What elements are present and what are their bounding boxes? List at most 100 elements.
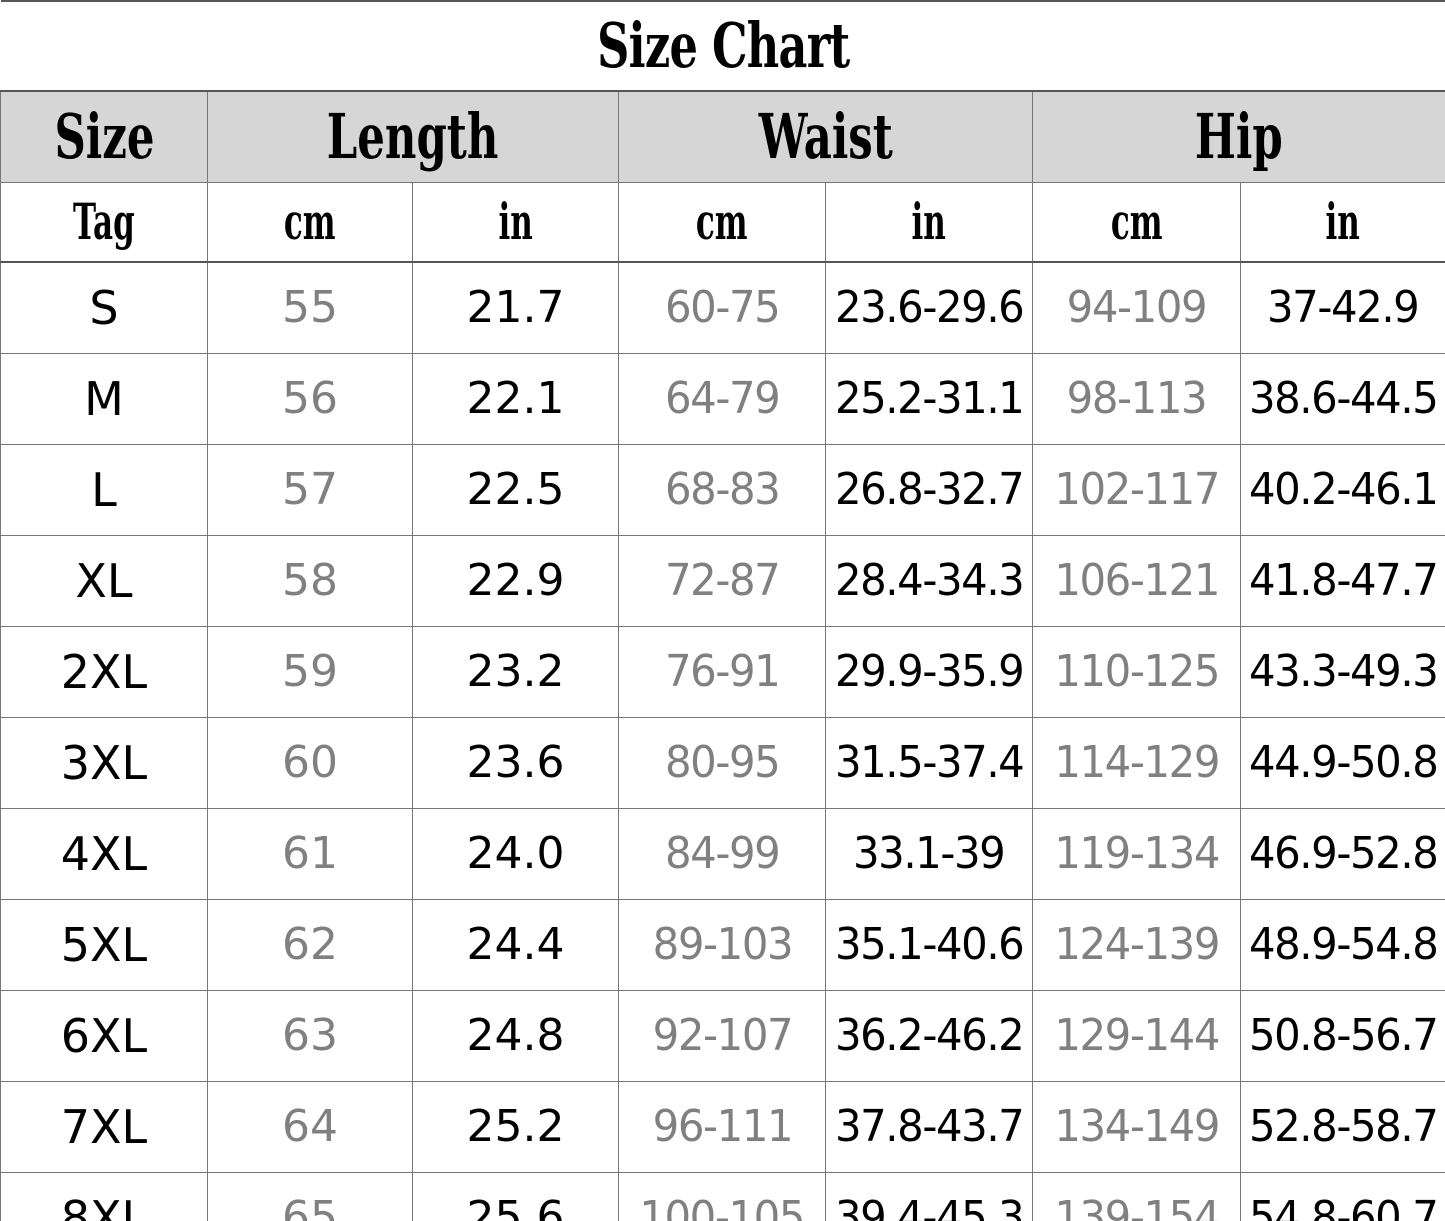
cell-hip-in: 46.9-52.8 bbox=[1239, 808, 1445, 900]
cell-length-cm: 57 bbox=[207, 444, 413, 536]
cell-value: 37.8-43.7 bbox=[834, 1101, 1025, 1152]
cell-waist-in: 36.2-46.2 bbox=[825, 990, 1033, 1082]
cell-value: 5XL bbox=[60, 918, 148, 972]
cell-waist-cm: 68-83 bbox=[618, 444, 826, 536]
table-row: 4XL 61 24.0 84-99 33.1-39 119-134 46.9-52.8 bbox=[0, 808, 1445, 900]
cell-hip-cm: 114-129 bbox=[1032, 717, 1241, 809]
table-row: S 55 21.7 60-75 23.6-29.6 94-109 37-42.9 bbox=[0, 261, 1445, 354]
cell-hip-cm: 134-149 bbox=[1032, 1081, 1241, 1173]
cell-hip-in: 37-42.9 bbox=[1239, 261, 1445, 354]
cell-value: 72-87 bbox=[664, 555, 781, 606]
title-cell: Size Chart bbox=[0, 1, 1445, 92]
sub-label-hip-in: in bbox=[1325, 192, 1361, 251]
cell-value: 89-103 bbox=[652, 919, 793, 970]
cell-value: 41.8-47.7 bbox=[1248, 555, 1439, 606]
cell-value: 4XL bbox=[60, 827, 148, 881]
cell-value: 94-109 bbox=[1066, 282, 1208, 333]
group-header-length: Length bbox=[207, 90, 619, 183]
cell-value: 2XL bbox=[60, 645, 148, 699]
cell-value: 24.4 bbox=[466, 919, 565, 970]
page-title: Size Chart bbox=[596, 9, 850, 82]
cell-waist-in: 29.9-35.9 bbox=[825, 626, 1033, 718]
sub-label-length-cm: cm bbox=[284, 192, 336, 251]
cell-waist-in: 25.2-31.1 bbox=[825, 353, 1033, 445]
sub-header-waist-in: in bbox=[825, 182, 1033, 263]
cell-hip-cm: 98-113 bbox=[1032, 353, 1241, 445]
cell-waist-in: 31.5-37.4 bbox=[825, 717, 1033, 809]
table-row: 5XL 62 24.4 89-103 35.1-40.6 124-139 48.9-54.8 bbox=[0, 899, 1445, 991]
cell-value: 26.8-32.7 bbox=[834, 464, 1025, 515]
cell-length-cm: 59 bbox=[207, 626, 413, 718]
cell-size-tag: 8XL bbox=[0, 1172, 208, 1221]
cell-value: 23.6-29.6 bbox=[834, 282, 1025, 333]
cell-length-in: 23.6 bbox=[412, 717, 619, 809]
group-label-hip: Hip bbox=[1195, 100, 1283, 173]
cell-waist-cm: 92-107 bbox=[618, 990, 826, 1082]
cell-value: 52.8-58.7 bbox=[1248, 1101, 1439, 1152]
cell-size-tag: 2XL bbox=[0, 626, 208, 718]
cell-value: 22.1 bbox=[466, 373, 565, 424]
cell-length-in: 23.2 bbox=[412, 626, 619, 718]
sub-header-length-in: in bbox=[412, 182, 619, 263]
cell-hip-cm: 119-134 bbox=[1032, 808, 1241, 900]
cell-waist-in: 35.1-40.6 bbox=[825, 899, 1033, 991]
cell-value: 119-134 bbox=[1054, 828, 1220, 879]
table-row: 8XL 65 25.6 100-105 39.4-45.3 139-154 54.8-60.… bbox=[0, 1172, 1445, 1221]
cell-value: 23.2 bbox=[466, 646, 565, 697]
cell-length-in: 25.2 bbox=[412, 1081, 619, 1173]
cell-value: 114-129 bbox=[1054, 737, 1220, 788]
cell-hip-cm: 102-117 bbox=[1032, 444, 1241, 536]
cell-length-in: 25.6 bbox=[412, 1172, 619, 1221]
cell-waist-cm: 64-79 bbox=[618, 353, 826, 445]
cell-hip-cm: 139-154 bbox=[1032, 1172, 1241, 1221]
cell-hip-in: 40.2-46.1 bbox=[1239, 444, 1445, 536]
cell-length-in: 24.0 bbox=[412, 808, 619, 900]
cell-value: 44.9-50.8 bbox=[1248, 737, 1439, 788]
size-chart-body: S 55 21.7 60-75 23.6-29.6 94-109 37-42.9 M 56 22.… bbox=[0, 261, 1445, 1221]
cell-size-tag: XL bbox=[0, 535, 208, 627]
cell-waist-in: 28.4-34.3 bbox=[825, 535, 1033, 627]
sub-label-waist-cm: cm bbox=[696, 192, 748, 251]
cell-waist-cm: 60-75 bbox=[618, 261, 826, 354]
cell-value: 35.1-40.6 bbox=[834, 919, 1025, 970]
cell-value: 139-154 bbox=[1054, 1192, 1220, 1221]
cell-size-tag: M bbox=[0, 353, 208, 445]
sub-header-length-cm: cm bbox=[207, 182, 413, 263]
cell-hip-cm: 94-109 bbox=[1032, 261, 1241, 354]
sub-header-waist-cm: cm bbox=[618, 182, 826, 263]
cell-hip-in: 43.3-49.3 bbox=[1239, 626, 1445, 718]
cell-length-in: 22.5 bbox=[412, 444, 619, 536]
cell-hip-in: 52.8-58.7 bbox=[1239, 1081, 1445, 1173]
cell-value: 46.9-52.8 bbox=[1248, 828, 1439, 879]
cell-value: 24.0 bbox=[466, 828, 565, 879]
cell-size-tag: 3XL bbox=[0, 717, 208, 809]
cell-value: 59 bbox=[282, 646, 338, 697]
cell-length-in: 24.4 bbox=[412, 899, 619, 991]
cell-waist-cm: 76-91 bbox=[618, 626, 826, 718]
group-label-size: Size bbox=[53, 100, 155, 173]
cell-value: 96-111 bbox=[652, 1101, 793, 1152]
cell-value: 110-125 bbox=[1054, 646, 1220, 697]
group-header-row: Size Length Waist Hip bbox=[0, 90, 1445, 183]
table-row: 6XL 63 24.8 92-107 36.2-46.2 129-144 50.8-56.7 bbox=[0, 990, 1445, 1082]
cell-value: 33.1-39 bbox=[853, 828, 1006, 879]
cell-value: 25.2 bbox=[466, 1101, 565, 1152]
sub-label-hip-cm: cm bbox=[1110, 192, 1163, 251]
cell-value: 98-113 bbox=[1066, 373, 1208, 424]
cell-value: 129-144 bbox=[1054, 1010, 1220, 1061]
cell-value: 21.7 bbox=[466, 282, 565, 333]
cell-value: 68-83 bbox=[664, 464, 781, 515]
cell-hip-in: 44.9-50.8 bbox=[1239, 717, 1445, 809]
cell-value: 22.9 bbox=[466, 555, 565, 606]
cell-value: 64 bbox=[282, 1101, 338, 1152]
cell-length-cm: 61 bbox=[207, 808, 413, 900]
cell-length-in: 22.1 bbox=[412, 353, 619, 445]
group-label-waist: Waist bbox=[758, 100, 893, 173]
cell-value: 134-149 bbox=[1054, 1101, 1220, 1152]
cell-hip-in: 38.6-44.5 bbox=[1239, 353, 1445, 445]
cell-size-tag: 4XL bbox=[0, 808, 208, 900]
cell-length-cm: 56 bbox=[207, 353, 413, 445]
cell-value: 50.8-56.7 bbox=[1248, 1010, 1439, 1061]
